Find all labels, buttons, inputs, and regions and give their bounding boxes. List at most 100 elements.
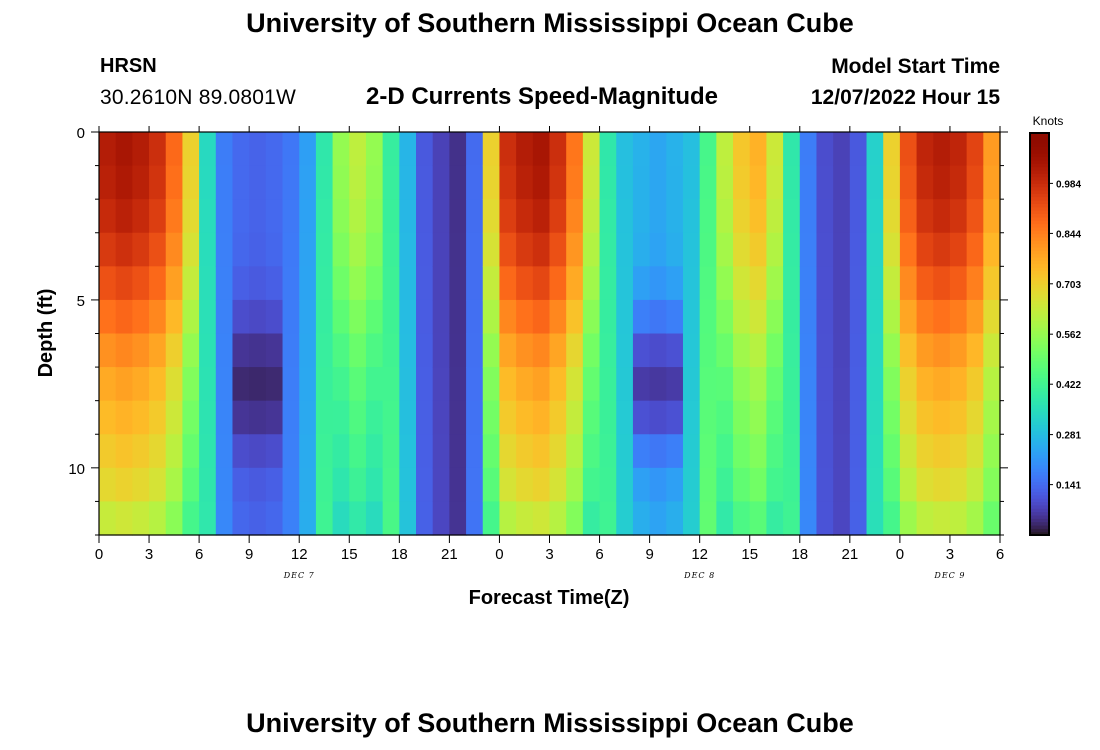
- heatmap-cell: [149, 400, 167, 435]
- heatmap-cell: [382, 434, 400, 469]
- heatmap-cell: [899, 400, 918, 435]
- day-label: DEC 7: [283, 571, 315, 580]
- heatmap-cell: [632, 400, 651, 435]
- heatmap-cell: [866, 400, 884, 435]
- heatmap-cell: [416, 367, 434, 402]
- heatmap-cell: [666, 266, 684, 301]
- colorbar-segment: [1030, 189, 1049, 194]
- heatmap-cell: [666, 501, 684, 536]
- heatmap-cell: [265, 299, 284, 335]
- heatmap-cell: [666, 467, 684, 503]
- colorbar-segment: [1030, 414, 1049, 419]
- heatmap-cell: [315, 400, 334, 435]
- heatmap-cell: [783, 333, 801, 368]
- heatmap-cell: [466, 199, 484, 234]
- heatmap-cell: [182, 232, 200, 267]
- heatmap-cell: [783, 165, 801, 200]
- colorbar-segment: [1030, 256, 1049, 261]
- heatmap-cell: [783, 232, 801, 267]
- heatmap-cell: [215, 232, 234, 267]
- heatmap-cell: [949, 266, 968, 301]
- heatmap-cell: [432, 400, 450, 435]
- heatmap-cell: [983, 400, 1001, 435]
- heatmap-cell: [532, 132, 551, 167]
- heatmap-cell: [232, 467, 250, 503]
- heatmap-cell: [399, 367, 417, 402]
- heatmap-cell: [733, 434, 751, 469]
- heatmap-cell: [766, 434, 784, 469]
- heatmap-cell: [749, 501, 768, 536]
- heatmap-cell: [399, 467, 417, 503]
- heatmap-cell: [899, 434, 918, 469]
- heatmap-cell: [549, 165, 567, 200]
- x-tick-label: 12: [691, 546, 708, 563]
- heatmap-cell: [299, 333, 317, 368]
- heatmap-cell: [165, 400, 184, 435]
- heatmap-cell: [883, 232, 901, 267]
- heatmap-cell: [449, 333, 467, 368]
- colorbar-segment: [1030, 253, 1049, 258]
- heatmap-cell: [866, 165, 884, 200]
- heatmap-cell: [416, 333, 434, 368]
- heatmap-cell: [149, 333, 167, 368]
- colorbar-segment: [1030, 474, 1049, 479]
- colorbar-segment: [1030, 457, 1049, 462]
- heatmap-cell: [349, 400, 367, 435]
- heatmap-cell: [449, 299, 467, 335]
- heatmap-cell: [315, 434, 334, 469]
- heatmap-cell: [466, 501, 484, 536]
- heatmap-cell: [482, 501, 501, 536]
- heatmap-cell: [916, 132, 934, 167]
- heatmap-cell: [849, 501, 868, 536]
- heatmap-cell: [466, 333, 484, 368]
- colorbar-segment: [1030, 357, 1049, 362]
- heatmap-cell: [499, 400, 517, 435]
- heatmap-cell: [866, 232, 884, 267]
- heatmap-cell: [349, 199, 367, 234]
- heatmap-cell: [616, 232, 634, 267]
- heatmap-cell: [716, 232, 734, 267]
- heatmap-cell: [115, 501, 133, 536]
- heatmap-cell: [482, 266, 501, 301]
- heatmap-cell: [966, 299, 984, 335]
- colorbar-segment: [1030, 394, 1049, 399]
- heatmap-cell: [232, 232, 250, 267]
- colorbar-segment: [1030, 260, 1049, 265]
- heatmap-cell: [849, 299, 868, 335]
- colorbar-segment: [1030, 501, 1049, 506]
- heatmap-cell: [399, 132, 417, 167]
- colorbar-segment: [1030, 243, 1049, 248]
- heatmap-cell: [399, 165, 417, 200]
- x-tick-label: 21: [841, 546, 858, 563]
- heatmap-cell: [682, 132, 701, 167]
- heatmap-cell: [149, 232, 167, 267]
- heatmap-cell: [232, 299, 250, 335]
- heatmap-cell: [749, 132, 768, 167]
- colorbar-segment: [1030, 518, 1049, 523]
- heatmap-cell: [449, 266, 467, 301]
- colorbar-segment: [1030, 200, 1049, 204]
- colorbar-segment: [1030, 300, 1049, 305]
- heatmap-cell: [966, 434, 984, 469]
- heatmap-cell: [983, 266, 1001, 301]
- heatmap-cell: [883, 299, 901, 335]
- heatmap-cell: [566, 400, 584, 435]
- heatmap-cell: [766, 266, 784, 301]
- heatmap-cell: [299, 299, 317, 335]
- colorbar-segment: [1030, 374, 1049, 379]
- heatmap-cell: [899, 165, 918, 200]
- heatmap-cell: [115, 165, 133, 200]
- colorbar-segment: [1030, 524, 1049, 529]
- chart-subtitle: 2-D Currents Speed-Magnitude: [366, 83, 719, 110]
- heatmap-cell: [299, 199, 317, 234]
- heatmap-cell: [399, 232, 417, 267]
- heatmap-cell: [499, 467, 517, 503]
- colorbar-segment: [1030, 498, 1049, 503]
- heatmap-cell: [115, 266, 133, 301]
- heatmap-cell: [699, 165, 717, 200]
- heatmap-cell: [532, 467, 551, 503]
- heatmap-cell: [616, 299, 634, 335]
- heatmap-cell: [532, 199, 551, 234]
- heatmap-cell: [516, 467, 534, 503]
- colorbar-segment: [1030, 340, 1049, 345]
